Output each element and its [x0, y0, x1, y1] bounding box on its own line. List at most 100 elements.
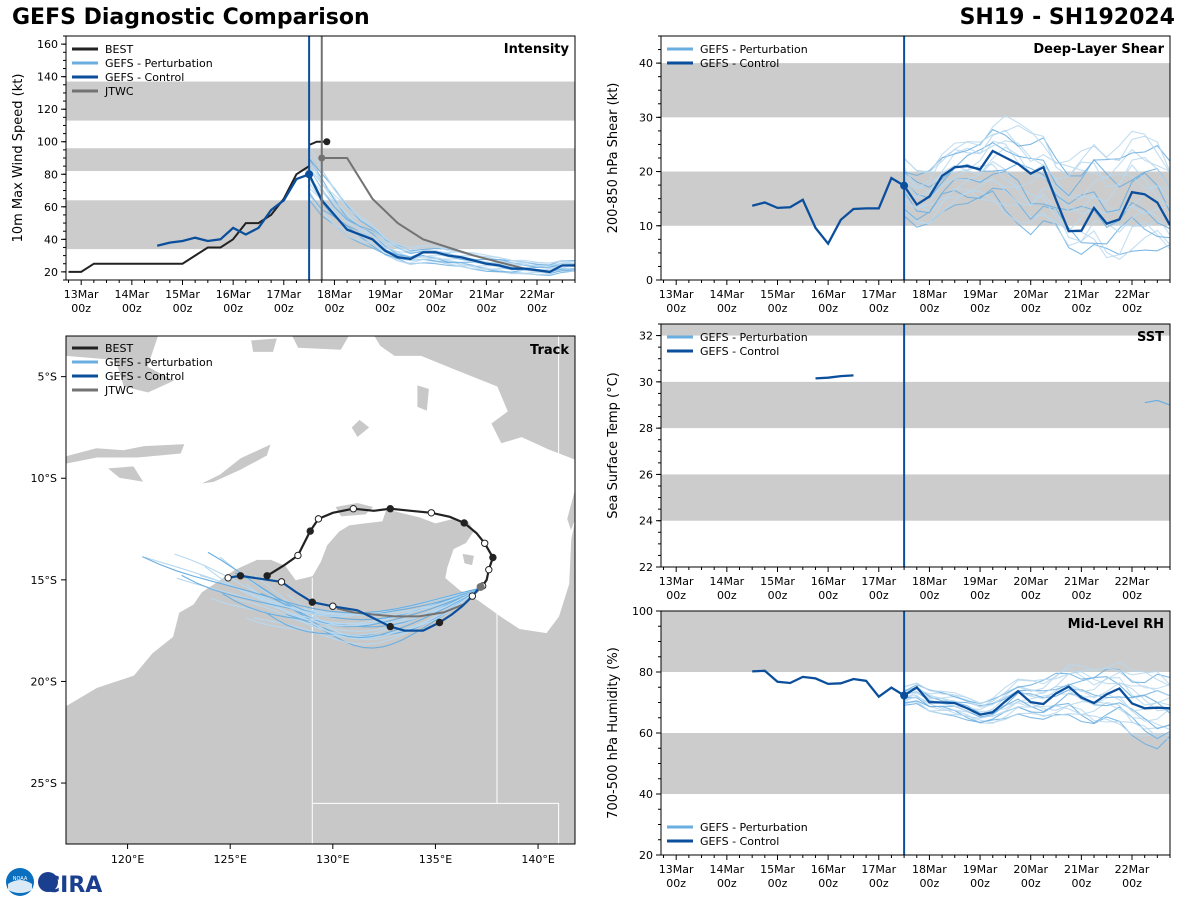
sst-xtick-day-8: 21Mar [1064, 575, 1099, 588]
intensity-xtick-hour-7: 00z [426, 302, 446, 315]
track-xtick-label-3: 135°E [419, 853, 452, 866]
sst-title: SST [1137, 330, 1164, 345]
shear-ylabel: 200-850 hPa Shear (kt) [606, 83, 621, 234]
intensity-ytick-label-0: 20 [44, 266, 58, 279]
intensity-perturbation-member-16 [308, 145, 575, 264]
intensity-plot-area [66, 36, 575, 280]
track-legend-label-1: GEFS - Perturbation [105, 356, 213, 369]
intensity-title: Intensity [504, 42, 570, 57]
track-xtick-label-2: 130°E [316, 853, 349, 866]
rh-band-1 [661, 611, 1170, 672]
shear-ytick-label-0: 0 [646, 274, 653, 287]
sst-xtick-day-5: 18Mar [912, 575, 947, 588]
shear-perturbation-member-12 [903, 141, 1170, 197]
timor-island [199, 442, 272, 485]
rh-xtick-day-2: 15Mar [760, 863, 795, 876]
intensity-ytick-label-5: 120 [37, 103, 58, 116]
shear-title: Deep-Layer Shear [1033, 42, 1164, 57]
track-perturbation-member-21 [142, 556, 481, 614]
track-control-point-4 [308, 598, 316, 606]
track-best-point-0 [263, 572, 271, 580]
rh-band-0 [661, 733, 1170, 794]
sst-xtick-hour-5: 00z [920, 589, 940, 602]
track-control-point-5 [329, 602, 337, 610]
intensity-xtick-hour-6: 00z [375, 302, 395, 315]
intensity-ytick-label-6: 140 [37, 71, 58, 84]
sst-ylabel: Sea Surface Temp (°C) [606, 372, 621, 519]
rh-panel: 2040608010013Mar00z14Mar00z15Mar00z16Mar… [606, 605, 1171, 890]
sst-xtick-hour-3: 00z [818, 589, 838, 602]
sst-xtick-day-9: 22Mar [1115, 575, 1150, 588]
qld-sa-border [497, 802, 560, 844]
track-perturbation-member-14 [176, 577, 481, 624]
aru-islands [416, 384, 430, 412]
rh-perturbation-member-12 [903, 676, 1170, 707]
shear-xtick-day-5: 18Mar [912, 288, 947, 301]
tanimbar-islands [350, 418, 371, 439]
page-title: GEFS Diagnostic Comparison [12, 5, 370, 30]
shear-legend-label-1: GEFS - Control [700, 57, 779, 70]
rh-perturbation-member-13 [904, 671, 1170, 708]
rh-legend-label-0: GEFS - Perturbation [700, 821, 808, 834]
intensity-perturbation-member-13 [308, 154, 575, 267]
shear-ytick-label-4: 40 [639, 57, 653, 70]
intensity-xtick-day-1: 14Mar [114, 288, 149, 301]
intensity-legend-label-3: JTWC [104, 85, 134, 98]
shear-xtick-hour-7: 00z [1021, 302, 1041, 315]
shear-perturbation-member-8 [903, 163, 1170, 216]
sst-xtick-hour-8: 00z [1071, 589, 1091, 602]
rh-title: Mid-Level RH [1068, 617, 1164, 632]
track-jtwc-line [336, 587, 482, 618]
track-frame [65, 335, 576, 845]
track-best-point-4 [314, 515, 323, 523]
sst-frame [660, 323, 1171, 568]
sst-ytick-label-2: 26 [639, 468, 653, 481]
rh-ytick-label-2: 60 [639, 727, 653, 740]
track-best-point-6 [349, 505, 358, 513]
sst-xtick-hour-4: 00z [869, 589, 889, 602]
track-best-point-8 [386, 505, 394, 513]
track-legend-label-0: BEST [105, 342, 133, 355]
shear-ytick-label-2: 20 [639, 166, 653, 179]
shear-perturbation-member-10 [903, 146, 1170, 208]
intensity-ytick-label-1: 40 [44, 233, 58, 246]
track-best-point-15 [489, 553, 497, 562]
shear-xtick-hour-6: 00z [970, 302, 990, 315]
track-title: Track [530, 343, 569, 358]
intensity-xtick-day-7: 20Mar [418, 288, 453, 301]
groote-eylandt [461, 552, 475, 567]
track-control-line [227, 574, 482, 632]
sst-xtick-day-1: 14Mar [709, 575, 744, 588]
rh-xtick-day-1: 14Mar [709, 863, 744, 876]
shear-xtick-hour-2: 00z [768, 302, 788, 315]
sulawesi-south [66, 336, 176, 394]
sst-xtick-hour-9: 00z [1122, 589, 1142, 602]
rh-ytick-label-4: 100 [632, 605, 653, 618]
sst-band-1 [661, 381, 1170, 429]
intensity-legend-label-2: GEFS - Control [105, 71, 184, 84]
intensity-jtwc-line [321, 157, 550, 273]
intensity-band-2 [66, 81, 575, 121]
buru-island [250, 337, 278, 353]
shear-perturbation-member-13 [903, 140, 1170, 192]
sst-xtick-day-0: 13Mar [659, 575, 694, 588]
track-ytick-label-0: 5°S [38, 371, 57, 384]
seram-island [291, 336, 350, 351]
rh-xtick-hour-0: 00z [666, 877, 686, 890]
track-best-point-10 [427, 509, 436, 517]
rh-ytick-label-1: 40 [639, 788, 653, 801]
intensity-ytick-label-3: 80 [44, 168, 58, 181]
rh-control-line [752, 669, 1170, 716]
intensity-xtick-hour-1: 00z [122, 302, 142, 315]
rh-perturbation-member-3 [904, 700, 1170, 740]
track-perturbation-member-17 [219, 556, 481, 615]
intensity-xtick-hour-2: 00z [173, 302, 193, 315]
rh-xtick-hour-4: 00z [869, 877, 889, 890]
shear-xtick-hour-0: 00z [666, 302, 686, 315]
sst-band-0 [661, 474, 1170, 521]
track-ytick-label-1: 10°S [31, 472, 57, 485]
shear-perturbation-member-0 [903, 190, 1170, 256]
rh-xtick-hour-2: 00z [768, 877, 788, 890]
sst-perturbation-tail [1144, 399, 1170, 406]
